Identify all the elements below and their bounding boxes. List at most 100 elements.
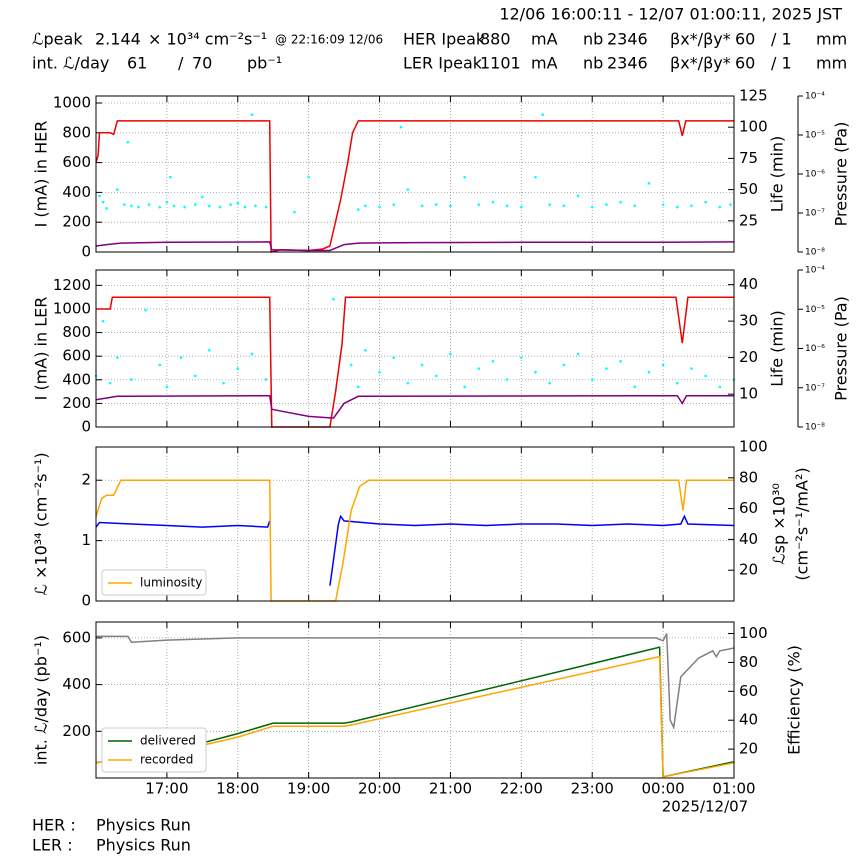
data-point: [98, 194, 101, 198]
y-tick-label: 400: [62, 370, 91, 388]
data-point: [218, 205, 222, 209]
y-tick-label: 600: [62, 347, 91, 365]
data-point: [477, 203, 481, 206]
data-point: [105, 207, 108, 210]
header-item: βx*/βy*: [670, 54, 731, 73]
data-line: [95, 479, 734, 602]
legend-label: recorded: [140, 753, 193, 767]
data-point: [165, 200, 169, 204]
data-point: [661, 363, 665, 367]
data-point: [491, 359, 495, 363]
data-point: [236, 202, 240, 205]
data-point: [463, 175, 466, 179]
data-point: [364, 204, 367, 208]
y2-tick-label: 60: [739, 499, 758, 517]
y2-tick-label: 20: [739, 740, 758, 758]
x-annotation: 2025/12/07: [662, 798, 748, 816]
legend-box: [101, 569, 207, 596]
data-point: [183, 205, 186, 209]
y2-axis-label: Life (min): [768, 310, 787, 387]
y-tick-label: 800: [62, 123, 91, 141]
data-point: [420, 204, 424, 208]
header-item: 61: [127, 54, 147, 73]
data-point: [243, 205, 247, 209]
y2-tick-label: 40: [739, 530, 758, 548]
data-point: [562, 363, 566, 367]
header-item: 60: [735, 54, 755, 73]
data-point: [165, 385, 169, 389]
data-point: [201, 195, 204, 199]
data-point: [392, 203, 396, 206]
y3-tick-label: 10⁻⁷: [805, 209, 825, 219]
y2-axis-label: ℒsp ×10³⁰: [770, 483, 789, 565]
y-tick-label: 400: [62, 183, 91, 201]
data-point: [101, 200, 105, 204]
header-item: pb⁻¹: [247, 54, 282, 73]
y-tick-label: 0: [81, 592, 91, 610]
data-point: [115, 356, 119, 359]
y3-tick-label: 10⁻⁸: [805, 248, 825, 258]
data-point: [158, 363, 162, 367]
data-point: [520, 205, 523, 209]
data-point: [406, 381, 410, 385]
data-point: [399, 125, 403, 129]
y-tick-label: 200: [62, 722, 91, 740]
y2-tick-label: 80: [739, 653, 758, 671]
y2-tick-label: 20: [739, 348, 758, 366]
x-tick-label: 23:00: [571, 780, 614, 798]
y2-tick-label: 40: [739, 711, 758, 729]
y2-tick-label: 30: [739, 312, 758, 330]
data-point: [250, 352, 254, 356]
data-point: [675, 205, 679, 209]
y-tick-label: 800: [62, 323, 91, 341]
y-tick-label: 200: [62, 394, 91, 412]
header-item: 2346: [607, 54, 648, 73]
data-point: [254, 204, 257, 208]
data-point: [661, 203, 665, 206]
y-axis-label: ℒ ×10³⁴ (cm⁻²s⁻¹): [32, 452, 51, 595]
data-point: [704, 200, 707, 204]
plot-frame: [95, 95, 735, 253]
y2-tick-label: 10: [739, 385, 758, 403]
data-point: [449, 204, 452, 208]
data-point: [534, 370, 537, 374]
data-point: [356, 208, 360, 211]
footer-item: HER :: [32, 816, 76, 835]
x-tick-label: 19:00: [287, 780, 330, 798]
data-point: [590, 378, 594, 381]
y2-axis-label: Efficiency (%): [785, 645, 804, 755]
y2-tick-label: 75: [739, 149, 758, 167]
data-point: [193, 374, 197, 378]
y3-tick-label: 10⁻⁷: [805, 383, 825, 393]
y-axis-label: I (mA) in HER: [32, 121, 51, 228]
y3-axis-label: Pressure (Pa): [832, 296, 851, 401]
data-point: [647, 370, 651, 374]
data-point: [434, 374, 438, 378]
header-item: / 1: [771, 30, 792, 49]
data-point: [463, 385, 466, 389]
data-point: [307, 175, 310, 179]
y3-tick-label: 10⁻⁵: [805, 305, 825, 315]
plot-frame: [95, 269, 735, 428]
y2-tick-label: 25: [739, 211, 758, 229]
data-point: [332, 297, 335, 301]
data-point: [364, 349, 367, 352]
header-item: / 1: [771, 54, 792, 73]
y-tick-label: 600: [62, 153, 91, 171]
data-point: [158, 205, 162, 209]
data-line: [95, 120, 734, 253]
legend-box: [101, 727, 207, 773]
footer-item: Physics Run: [96, 816, 191, 835]
data-point: [356, 385, 360, 389]
y3-tick-label: 10⁻⁴: [805, 92, 825, 102]
y2-axis-label: (cm⁻²s⁻¹/mA²): [793, 467, 812, 580]
header-item: mA: [531, 54, 558, 73]
footer-item: LER :: [32, 836, 73, 855]
y-tick-label: 200: [62, 213, 91, 231]
data-point: [619, 359, 622, 363]
y2-tick-label: 100: [739, 438, 768, 456]
data-point: [576, 194, 580, 198]
data-point: [293, 210, 296, 214]
y3-tick-label: 10⁻⁸: [805, 423, 825, 433]
y-tick-label: 1000: [53, 94, 91, 112]
